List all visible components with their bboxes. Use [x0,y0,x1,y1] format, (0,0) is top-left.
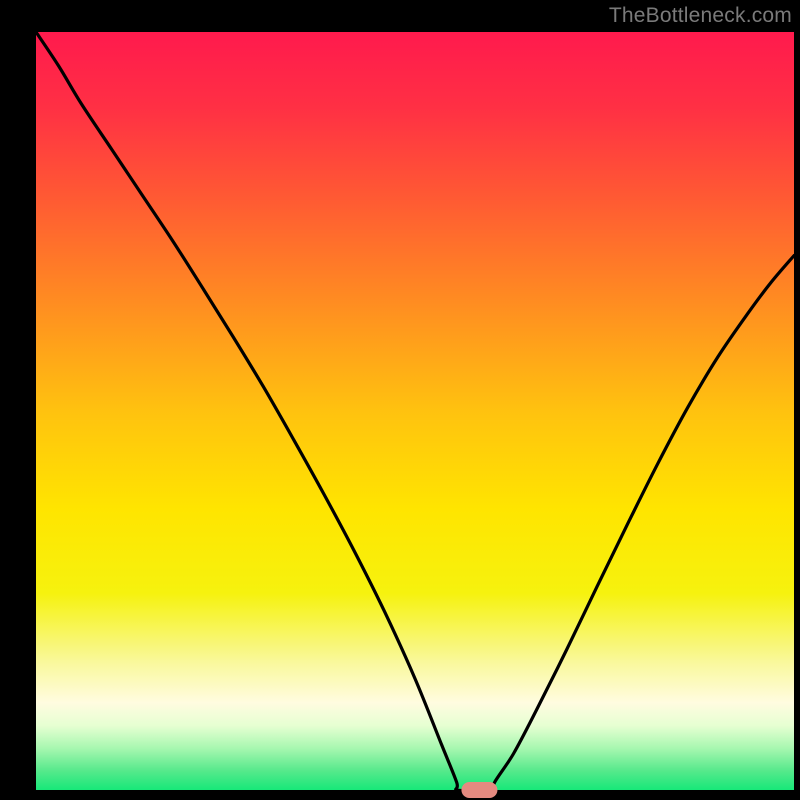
dip-marker [461,782,497,798]
chart-container: TheBottleneck.com [0,0,800,800]
bottleneck-curve-chart [0,0,800,800]
